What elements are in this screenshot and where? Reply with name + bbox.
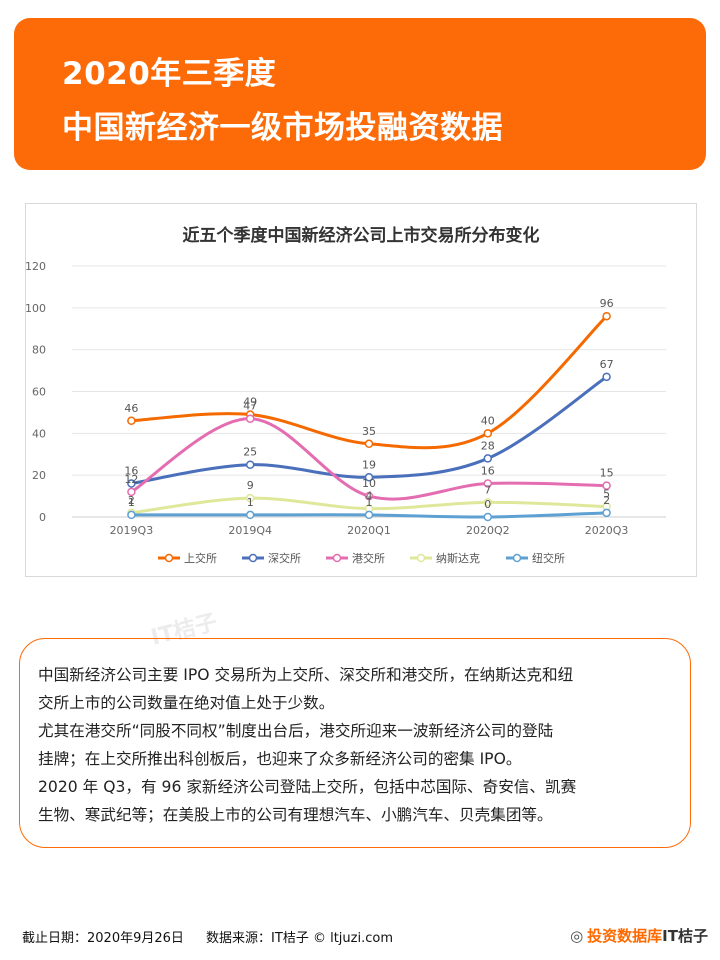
brand-name: IT桔子 [662, 927, 708, 945]
data-point [127, 479, 136, 488]
data-label: 15 [600, 467, 614, 480]
y-tick-label: 80 [32, 344, 46, 357]
data-label: 7 [484, 483, 491, 496]
note-line: 2020 年 Q3，有 96 家新经济公司登陆上交所，包括中芯国际、奇安信、凯赛 [38, 778, 577, 796]
y-tick-label: 40 [32, 427, 46, 440]
data-label: 25 [243, 446, 257, 459]
note-line: 中国新经济公司主要 IPO 交易所为上交所、深交所和港交所，在纳斯达克和纽 [38, 666, 574, 684]
data-point [483, 498, 493, 507]
data-point [602, 372, 611, 382]
data-label: 1 [247, 496, 254, 509]
chart-container: 近五个季度中国新经济公司上市交易所分布变化 0 20 40 60 80 100 120 2019… [25, 203, 697, 577]
page-title-line1: 2020年三季度 [62, 56, 277, 92]
data-point [602, 508, 611, 518]
data-label: 2 [603, 494, 610, 507]
note-line: 尤其在港交所“同股不同权”制度出台后，港交所迎来一波新经济公司的登陆 [38, 722, 554, 740]
wechat-icon: ◎ [570, 927, 584, 945]
notes-box: 中国新经济公司主要 IPO 交易所为上交所、深交所和港交所，在纳斯达克和纽 交所… [19, 638, 691, 848]
data-label: 96 [600, 297, 614, 310]
note-line: 挂牌；在上交所推出科创板后，也迎来了众多新经济公司的密集 IPO。 [38, 750, 522, 768]
data-point [364, 473, 374, 482]
x-tick-label: 2020Q2 [466, 524, 510, 537]
page-title-line2: 中国新经济一级市场投融资数据 [62, 110, 503, 146]
data-label: 9 [247, 479, 254, 492]
data-point [483, 454, 493, 463]
x-tick-label: 2020Q1 [347, 524, 391, 537]
data-point [602, 481, 611, 490]
data-point [245, 510, 255, 520]
data-point [602, 311, 611, 321]
data-point [245, 493, 255, 503]
data-source: 数据来源：IT桔子 © ltjuzi.com [206, 931, 393, 946]
data-label: 0 [484, 498, 491, 511]
line-chart: 近五个季度中国新经济公司上市交易所分布变化0204060801001202019… [26, 225, 666, 565]
data-point [127, 416, 136, 426]
data-point [127, 487, 136, 497]
x-tick-label: 2020Q3 [585, 524, 629, 537]
legend-marker [416, 553, 426, 563]
data-label: 28 [481, 439, 495, 452]
data-label: 46 [124, 402, 138, 415]
cutoff-date: 截止日期：2020年9月26日 [22, 931, 184, 946]
legend-marker [512, 553, 522, 563]
data-label: 16 [481, 465, 495, 478]
header-banner: 2020年三季度 中国新经济一级市场投融资数据 [14, 18, 706, 170]
x-tick-label: 2019Q4 [228, 524, 272, 537]
y-tick-label: 0 [39, 511, 46, 524]
data-point [127, 510, 136, 520]
note-line: 交所上市的公司数量在绝对值上处于少数。 [38, 694, 335, 712]
y-tick-label: 120 [26, 260, 46, 273]
data-point [483, 512, 493, 522]
data-point [245, 460, 255, 469]
legend-marker [332, 553, 342, 563]
chart-title: 近五个季度中国新经济公司上市交易所分布变化 [183, 225, 540, 246]
legend-label: 纳斯达克 [436, 552, 480, 565]
y-tick-label: 20 [32, 469, 46, 482]
legend-label: 深交所 [268, 551, 301, 565]
data-label: 40 [481, 414, 495, 427]
footer: 截止日期：2020年9月26日 数据来源：IT桔子 © ltjuzi.com [22, 927, 411, 946]
data-point [364, 491, 374, 501]
data-label: 67 [600, 358, 614, 371]
data-label: 5 [603, 488, 610, 501]
data-point [364, 510, 374, 520]
wechat-account: 投资数据库 [587, 927, 663, 945]
data-label: 19 [362, 458, 376, 471]
data-label: 16 [124, 465, 138, 478]
data-label: 1 [128, 496, 135, 509]
data-label: 1 [366, 496, 373, 509]
legend-label: 纽交所 [532, 551, 565, 565]
data-label: 47 [243, 400, 257, 413]
series-line [130, 417, 607, 501]
x-tick-label: 2019Q3 [110, 524, 154, 537]
data-label: 4 [366, 490, 373, 503]
data-point [483, 429, 493, 438]
brand-mark: ◎ 投资数据库IT桔子 [570, 925, 708, 946]
data-label: 10 [362, 477, 376, 490]
legend-marker [164, 553, 174, 563]
data-label: 12 [124, 473, 138, 486]
series-line [131, 315, 608, 450]
data-label: 35 [362, 425, 376, 438]
data-label: 2 [128, 494, 135, 507]
legend-marker [248, 553, 258, 563]
y-tick-label: 60 [32, 386, 46, 399]
data-point [364, 439, 374, 449]
data-label: 49 [243, 396, 257, 409]
legend-label: 港交所 [352, 551, 385, 565]
y-tick-label: 100 [26, 302, 46, 315]
data-point [245, 414, 255, 423]
legend-label: 上交所 [184, 551, 217, 565]
data-point [483, 479, 493, 488]
note-line: 生物、寒武纪等；在美股上市的公司有理想汽车、小鹏汽车、贝壳集团等。 [38, 806, 553, 824]
